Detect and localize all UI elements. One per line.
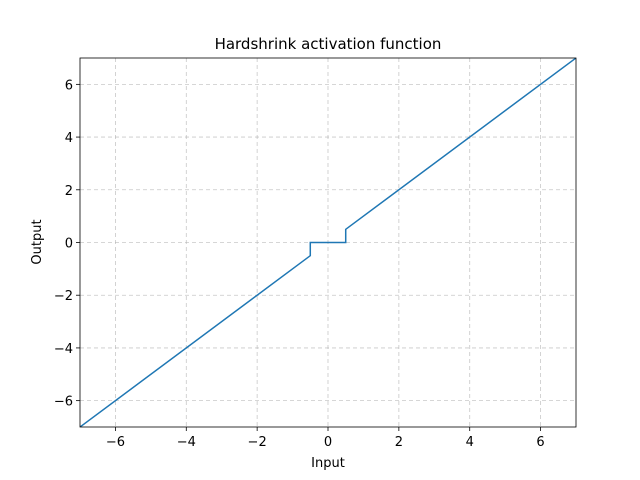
y-tick-label: −4 — [54, 342, 73, 357]
x-tick-label: −4 — [177, 435, 196, 450]
y-tick-label: 6 — [65, 78, 73, 93]
x-tick-label: 0 — [324, 435, 332, 450]
y-tick-label: 2 — [65, 184, 73, 199]
y-tick-label: −2 — [54, 289, 73, 304]
x-tick-label: 4 — [466, 435, 474, 450]
plot-frame — [79, 57, 577, 428]
x-tick-label: −2 — [248, 435, 267, 450]
chart-title: Hardshrink activation function — [215, 35, 442, 53]
line-series — [80, 58, 576, 427]
y-tick-label: −6 — [54, 395, 73, 410]
x-tick-label: 2 — [395, 435, 403, 450]
x-axis-label: Input — [311, 456, 345, 471]
y-tick-label: 4 — [65, 131, 73, 146]
x-tick-label: 6 — [536, 435, 544, 450]
y-axis-label: Output — [30, 219, 45, 264]
y-tick-label: 0 — [65, 237, 73, 252]
x-tick-label: −6 — [106, 435, 125, 450]
